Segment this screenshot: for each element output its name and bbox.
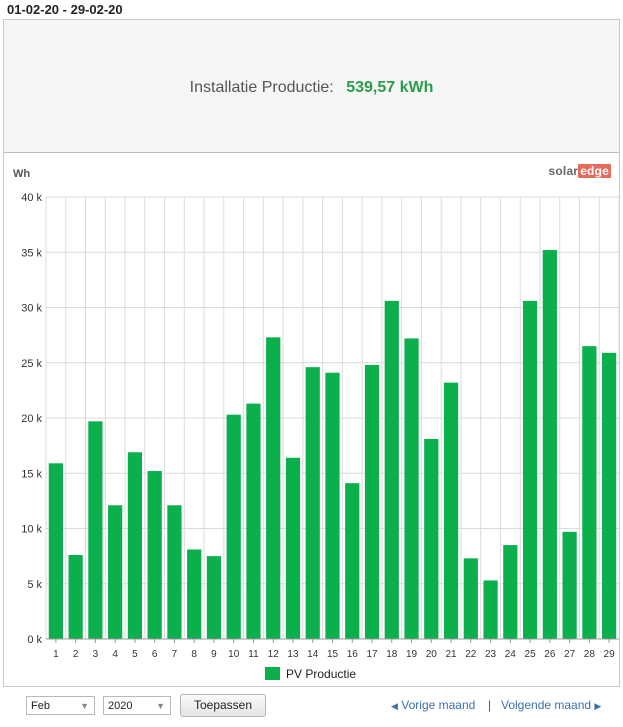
- legend-swatch: [265, 667, 280, 680]
- bar-day-24[interactable]: [503, 545, 518, 639]
- date-range: 01-02-20 - 29-02-20: [7, 2, 123, 17]
- x-tick-label: 23: [485, 649, 497, 660]
- triangle-left-icon: ◀: [391, 701, 398, 711]
- bar-day-15[interactable]: [325, 372, 340, 639]
- bar-day-20[interactable]: [424, 438, 439, 639]
- previous-month-label: Vorige maand: [401, 698, 476, 712]
- x-tick-label: 17: [366, 649, 378, 660]
- logo-text-edge: edge: [578, 164, 611, 178]
- x-tick-label: 5: [132, 649, 138, 660]
- bar-day-10[interactable]: [226, 414, 241, 639]
- x-tick-label: 8: [191, 649, 197, 660]
- bar-day-17[interactable]: [364, 364, 380, 639]
- x-tick-label: 25: [525, 649, 537, 660]
- chevron-down-icon: ▼: [80, 701, 89, 711]
- bar-day-11[interactable]: [246, 403, 261, 639]
- x-tick-label: 19: [406, 649, 418, 660]
- y-tick-label: 25 k: [21, 358, 42, 370]
- solaredge-logo: solar edge: [548, 164, 611, 178]
- year-select[interactable]: 2020 ▼: [103, 696, 171, 715]
- legend-label: PV Productie: [286, 667, 356, 681]
- y-tick-label: 10 k: [21, 524, 42, 536]
- y-tick-label: 0 k: [27, 634, 42, 646]
- bar-day-22[interactable]: [463, 558, 478, 639]
- x-tick-label: 22: [465, 649, 477, 660]
- y-tick-label: 30 k: [21, 303, 42, 315]
- y-axis-label: Wh: [13, 168, 30, 180]
- y-tick-label: 5 k: [27, 579, 42, 591]
- bar-day-27[interactable]: [562, 531, 577, 639]
- triangle-right-icon: ▶: [594, 701, 602, 711]
- bar-day-21[interactable]: [443, 382, 459, 639]
- bar-day-8[interactable]: [187, 549, 202, 639]
- bar-day-2[interactable]: [68, 555, 83, 639]
- production-value: 539,57 kWh: [346, 79, 434, 96]
- x-tick-label: 13: [287, 649, 299, 660]
- bar-day-4[interactable]: [108, 505, 123, 639]
- bar-day-26[interactable]: [542, 250, 557, 640]
- x-tick-label: 29: [604, 649, 616, 660]
- x-tick-label: 24: [505, 649, 517, 660]
- summary-panel: Installatie Productie: 539,57 kWh: [3, 19, 620, 152]
- next-month-label: Volgende maand: [501, 698, 592, 712]
- bar-day-29[interactable]: [602, 352, 617, 639]
- x-tick-label: 27: [564, 649, 576, 660]
- x-tick-label: 11: [248, 649, 259, 660]
- bar-day-14[interactable]: [305, 367, 320, 639]
- bar-day-16[interactable]: [345, 483, 360, 639]
- x-tick-label: 18: [386, 649, 398, 660]
- production-label: Installatie Productie:: [189, 79, 334, 96]
- x-tick-label: 7: [172, 649, 178, 660]
- bar-day-3[interactable]: [88, 421, 103, 639]
- bar-day-9[interactable]: [206, 556, 222, 639]
- y-tick-label: 35 k: [21, 247, 42, 259]
- bar-day-1[interactable]: [48, 463, 63, 639]
- year-select-value: 2020: [108, 700, 133, 712]
- bar-day-6[interactable]: [147, 471, 162, 639]
- x-tick-label: 20: [426, 649, 438, 660]
- x-tick-label: 4: [112, 649, 118, 660]
- chevron-down-icon: ▼: [156, 701, 165, 711]
- previous-month-link[interactable]: ◀ Vorige maand: [391, 698, 475, 712]
- logo-text-solar: solar: [548, 164, 579, 178]
- apply-button[interactable]: Toepassen: [180, 694, 266, 717]
- bar-day-12[interactable]: [266, 337, 281, 639]
- bar-day-13[interactable]: [285, 457, 301, 639]
- x-tick-label: 26: [544, 649, 556, 660]
- month-select-value: Feb: [31, 700, 50, 712]
- nav-separator: |: [488, 698, 492, 712]
- next-month-link[interactable]: Volgende maand ▶: [501, 698, 601, 712]
- bar-day-7[interactable]: [167, 505, 182, 639]
- x-tick-label: 10: [228, 649, 240, 660]
- bar-day-25[interactable]: [522, 300, 538, 639]
- x-tick-label: 14: [307, 649, 319, 660]
- bar-day-5[interactable]: [127, 452, 143, 639]
- y-tick-label: 15 k: [21, 468, 42, 480]
- bar-day-19[interactable]: [404, 338, 419, 639]
- x-tick-label: 1: [53, 649, 59, 660]
- x-tick-label: 21: [445, 649, 457, 660]
- x-tick-label: 28: [584, 649, 596, 660]
- month-select[interactable]: Feb ▼: [26, 696, 95, 715]
- y-tick-label: 40 k: [21, 192, 42, 204]
- x-tick-label: 6: [152, 649, 158, 660]
- x-tick-label: 15: [327, 649, 339, 660]
- x-tick-label: 3: [93, 649, 99, 660]
- bar-day-23[interactable]: [483, 580, 498, 639]
- production-summary: Installatie Productie: 539,57 kWh: [4, 79, 619, 97]
- production-bar-chart: Wh0 k5 k10 k15 k20 k25 k30 k35 k40 k1 2 3 4…: [13, 168, 620, 681]
- x-tick-label: 16: [347, 649, 359, 660]
- bar-day-18[interactable]: [384, 300, 399, 639]
- y-tick-label: 20 k: [21, 413, 42, 425]
- x-tick-label: 9: [211, 649, 217, 660]
- bar-day-28[interactable]: [582, 346, 597, 639]
- x-tick-label: 12: [268, 649, 280, 660]
- x-tick-label: 2: [73, 649, 79, 660]
